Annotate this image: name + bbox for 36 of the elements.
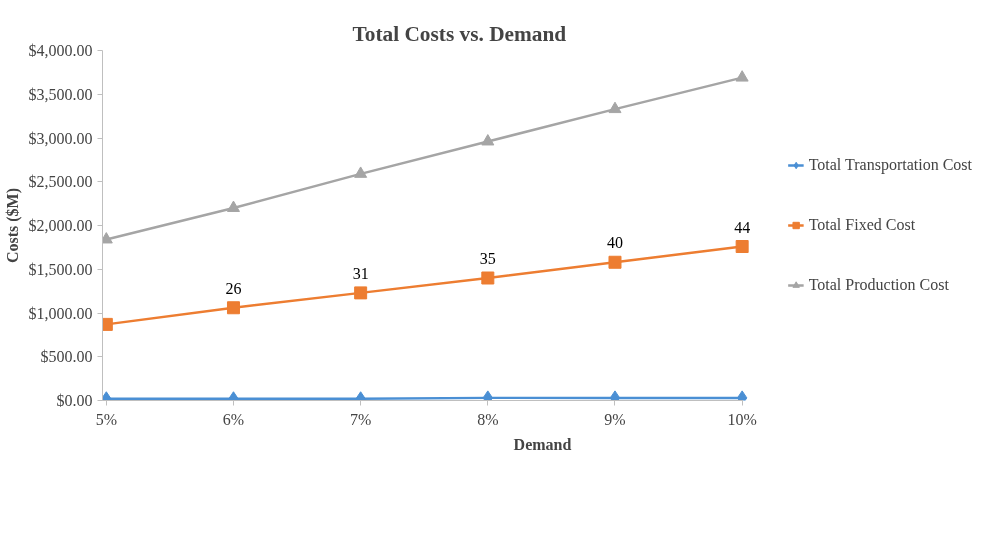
legend-label: Total Fixed Cost: [808, 216, 916, 234]
point: [481, 134, 495, 146]
y-tick-label: $2,000.00: [28, 217, 93, 234]
point: [735, 240, 749, 253]
y-tick-label: $4,000.00: [28, 42, 93, 59]
y-tick-label: $1,500.00: [28, 260, 93, 278]
y-axis-title: Costs ($M): [3, 187, 22, 264]
annotation: 31: [352, 264, 369, 282]
point: [481, 271, 495, 285]
y-tick-label: $1,000.00: [28, 304, 93, 322]
legend-label: Total Transportation Cost: [808, 156, 972, 174]
y-tick-label: $0.00: [56, 392, 93, 409]
annotation: 40: [606, 234, 623, 252]
point: [735, 70, 749, 82]
point: [226, 200, 240, 212]
y-tick-label: $500.00: [40, 348, 93, 366]
x-tick-label: 8%: [477, 410, 499, 428]
point: [354, 286, 368, 300]
annotation: 35: [479, 250, 496, 267]
point: [608, 101, 622, 114]
point: [226, 301, 240, 315]
y-tick-label: $3,000.00: [28, 129, 93, 147]
x-tick-label: 9%: [604, 410, 626, 428]
x-tick-label: 7%: [349, 410, 372, 428]
legend-label: Total Production Cost: [808, 276, 949, 294]
x-tick-label: 5%: [95, 410, 117, 428]
chart-title: Total Costs vs. Demand: [352, 21, 567, 46]
y-tick-label: $2,500.00: [28, 173, 93, 191]
point: [608, 255, 622, 269]
point: [354, 166, 368, 178]
x-tick-label: 10%: [727, 410, 757, 428]
y-tick-label: $3,500.00: [28, 85, 93, 103]
annotation: 44: [734, 218, 751, 236]
x-axis-title: Demand: [513, 435, 572, 453]
annotation: 26: [225, 279, 242, 297]
x-tick-label: 6%: [222, 410, 245, 428]
